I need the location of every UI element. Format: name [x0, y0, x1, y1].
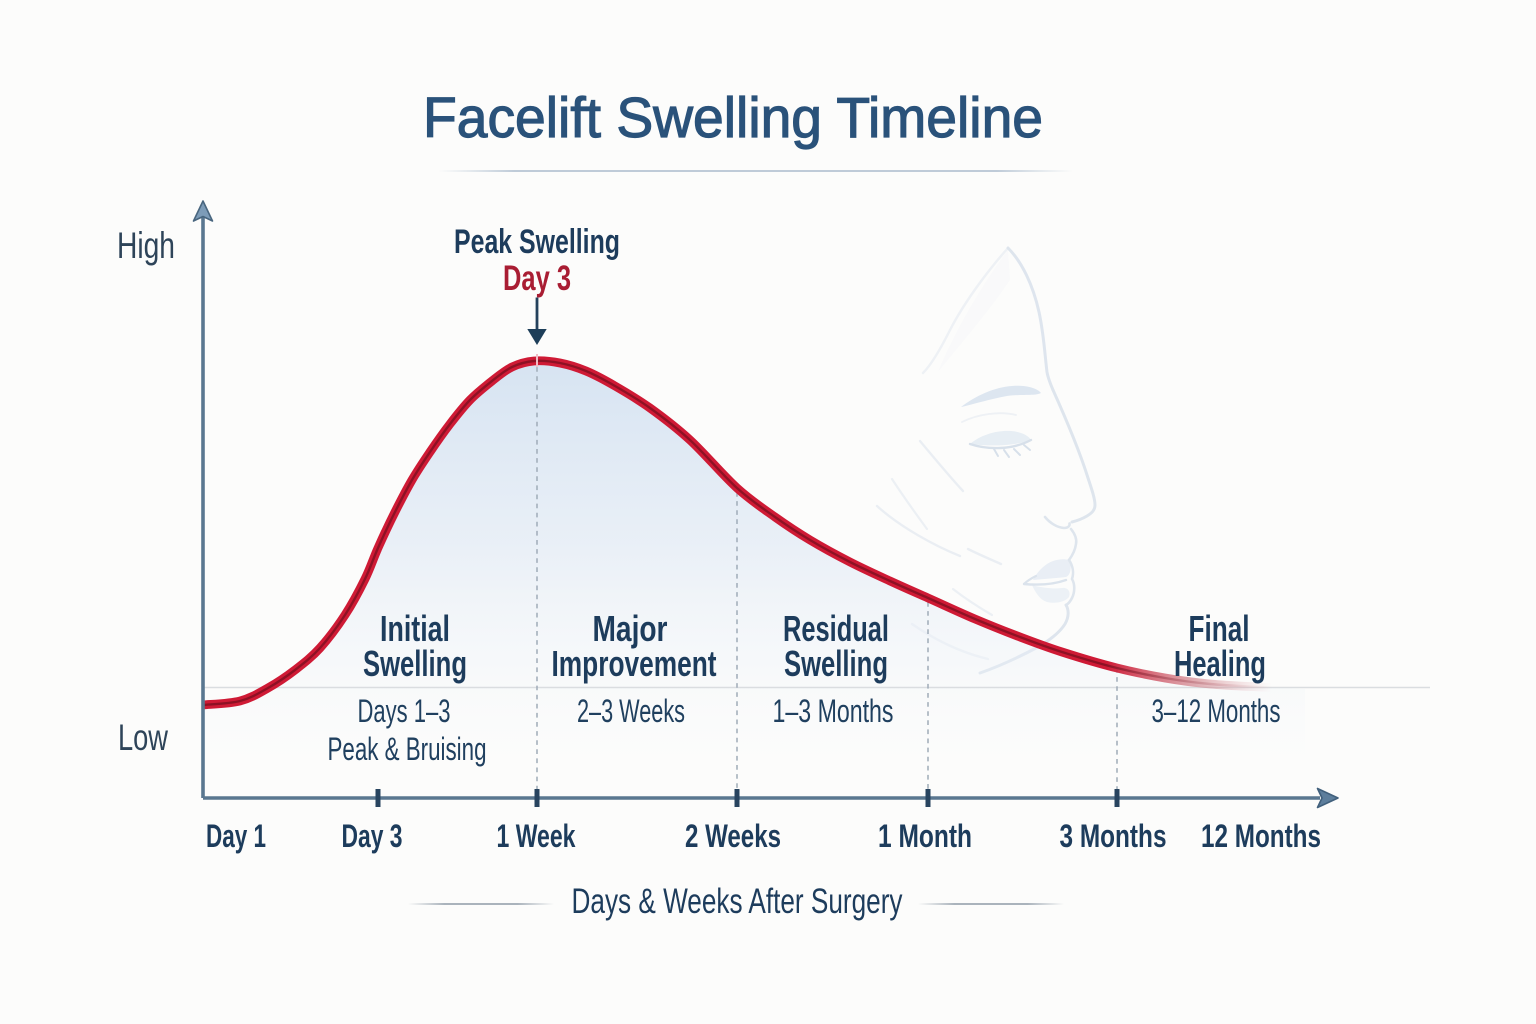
svg-text:Final: Final [1189, 608, 1250, 649]
svg-text:Healing: Healing [1174, 643, 1266, 684]
svg-text:Residual: Residual [783, 608, 889, 649]
svg-text:Initial: Initial [380, 608, 450, 649]
svg-text:Day 3: Day 3 [342, 818, 403, 854]
svg-text:1–3 Months: 1–3 Months [773, 693, 894, 729]
svg-text:Major: Major [593, 608, 668, 649]
svg-text:3–12 Months: 3–12 Months [1152, 693, 1281, 729]
svg-text:Day 1: Day 1 [206, 818, 266, 854]
svg-text:Improvement: Improvement [552, 643, 717, 684]
svg-text:1 Month: 1 Month [878, 818, 972, 854]
svg-text:Facelift Swelling Timeline: Facelift Swelling Timeline [423, 86, 1043, 150]
svg-text:Peak Swelling: Peak Swelling [454, 223, 620, 261]
svg-text:Days & Weeks After Surgery: Days & Weeks After Surgery [572, 882, 903, 921]
svg-text:Days 1–3: Days 1–3 [358, 693, 451, 729]
svg-text:2 Weeks: 2 Weeks [685, 818, 781, 854]
svg-text:2–3 Weeks: 2–3 Weeks [577, 693, 685, 729]
svg-text:1 Week: 1 Week [497, 818, 576, 854]
svg-text:High: High [117, 225, 175, 266]
svg-text:Swelling: Swelling [363, 643, 467, 684]
svg-text:Low: Low [118, 717, 168, 758]
svg-text:Peak & Bruising: Peak & Bruising [328, 731, 487, 767]
svg-text:12 Months: 12 Months [1201, 818, 1321, 854]
svg-text:3 Months: 3 Months [1060, 818, 1167, 854]
svg-text:Day 3: Day 3 [503, 259, 571, 298]
svg-text:Swelling: Swelling [784, 643, 888, 684]
